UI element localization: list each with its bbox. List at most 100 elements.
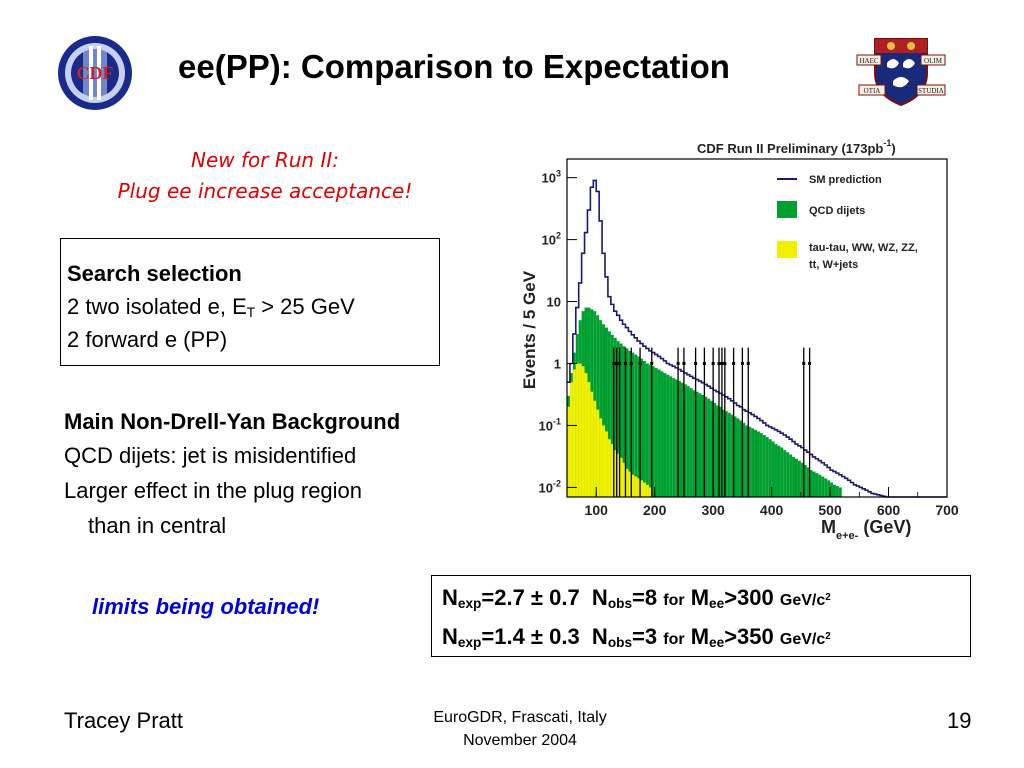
qcd-bar — [786, 452, 790, 497]
nexp-value: =1.4 ± 0.3 — [481, 624, 580, 649]
legend-qcd-label: QCD dijets — [809, 205, 865, 217]
qcd-bar — [719, 406, 722, 497]
x-tick-label: 600 — [877, 502, 901, 518]
qcd-bar — [602, 324, 605, 497]
qcd-bar — [757, 431, 760, 497]
qcd-bar — [683, 384, 687, 497]
results-row: Nexp=1.4 ± 0.3 Nobs=3 for Mee>350 GeV/c2 — [442, 619, 970, 658]
unit: GeV/c2 — [780, 592, 831, 609]
ew-bar — [645, 484, 649, 497]
search-selection-box: Search selection 2 two isolated e, ET > … — [60, 238, 440, 366]
qcd-bar — [701, 395, 705, 497]
subtitle: New for Run II: Plug ee increase accepta… — [60, 145, 470, 207]
search-line1-sub: T — [246, 305, 256, 321]
y-tick-label: 10-2 — [539, 478, 561, 495]
qcd-bar — [809, 470, 813, 497]
unit-text: GeV/c — [779, 592, 826, 609]
data-point — [723, 362, 727, 366]
qcd-bar — [616, 341, 620, 497]
background-line-3: than in central — [88, 513, 227, 538]
x-axis-label: Me+e- (GeV) — [821, 517, 911, 542]
ew-bar — [610, 444, 614, 497]
qcd-bar — [704, 396, 708, 497]
qcd-bar — [610, 334, 614, 497]
data-point — [694, 362, 698, 366]
legend-ew-label-2: tt, W+jets — [809, 259, 858, 271]
university-crest-icon: HAEC OLIM OTIA STUDIA — [856, 38, 946, 107]
ew-bar — [581, 366, 585, 497]
search-selection-line-2: 2 forward e (PP) — [67, 327, 228, 352]
mass-sub: ee — [709, 596, 725, 612]
ew-bar — [569, 382, 573, 497]
data-point — [623, 362, 627, 366]
ew-bar — [640, 480, 643, 497]
ew-bar — [631, 474, 635, 497]
y-tick-label: 102 — [542, 231, 561, 248]
qcd-bar — [754, 429, 757, 497]
unit-text: GeV/c — [779, 631, 826, 648]
qcd-bar — [803, 464, 807, 497]
ew-bar — [648, 487, 652, 497]
qcd-bar — [733, 416, 737, 497]
qcd-bar — [692, 390, 696, 497]
qcd-bar — [780, 447, 784, 497]
data-point — [717, 362, 721, 366]
footer-venue-line-1: EuroGDR, Frascati, Italy — [433, 709, 607, 726]
qcd-bar — [678, 381, 681, 497]
qcd-bar — [643, 360, 646, 497]
qcd-bar — [707, 398, 711, 497]
qcd-bar — [800, 462, 804, 497]
qcd-bar — [765, 437, 769, 497]
qcd-bar — [660, 371, 664, 497]
footer-author: Tracey Pratt — [64, 708, 183, 733]
qcd-bar — [651, 366, 655, 497]
qcd-bar — [742, 422, 746, 497]
qcd-bar — [777, 445, 781, 497]
x-tick-label: 400 — [760, 502, 784, 518]
qcd-bar — [695, 391, 699, 497]
qcd-bar — [835, 486, 839, 497]
legend-sm-label: SM prediction — [809, 174, 882, 186]
ew-bar — [605, 431, 608, 497]
qcd-bar — [768, 439, 772, 497]
results-row: Nexp=2.7 ± 0.7 Nobs=8 for Mee>300 GeV/c2 — [442, 580, 970, 619]
nexp-sub: exp — [457, 635, 482, 651]
qcd-bar — [721, 409, 725, 497]
qcd-bar — [689, 388, 693, 497]
footer-venue-line-2: November 2004 — [463, 732, 577, 749]
qcd-bar — [818, 474, 822, 497]
mass-symbol: M — [690, 624, 710, 649]
x-tick-label: 500 — [818, 502, 842, 518]
y-tick-label: 1 — [554, 357, 561, 372]
ew-bar — [616, 453, 620, 497]
qcd-bar — [716, 405, 719, 497]
nobs-symbol: N — [591, 624, 608, 649]
ew-bar — [567, 406, 570, 497]
nobs-symbol: N — [591, 585, 608, 610]
ew-bar — [622, 462, 626, 497]
qcd-bar — [736, 418, 740, 497]
qcd-bar — [648, 364, 652, 497]
ew-bar — [587, 382, 591, 497]
footer-venue: EuroGDR, Frascati, Italy November 2004 — [380, 706, 660, 752]
nexp-symbol: N — [442, 624, 458, 649]
qcd-bar — [748, 426, 752, 497]
ew-bar — [613, 450, 617, 497]
ew-bar — [619, 457, 623, 497]
nexp-symbol: N — [442, 585, 458, 610]
qcd-bar — [771, 441, 775, 497]
qcd-bar — [607, 331, 611, 497]
data-point — [746, 362, 750, 366]
x-tick-label: 300 — [701, 502, 725, 518]
ew-bar — [599, 418, 603, 497]
qcd-bar — [672, 378, 676, 497]
data-point — [711, 362, 715, 366]
ew-bar — [602, 425, 605, 497]
chart-title: CDF Run II Preliminary (173pb-1) — [697, 138, 896, 156]
results-box: Nexp=2.7 ± 0.7 Nobs=8 for Mee>300 GeV/c2… — [431, 575, 971, 657]
qcd-bar — [619, 343, 623, 497]
qcd-bar — [827, 480, 831, 497]
nexp-value: =2.7 ± 0.7 — [481, 585, 580, 610]
qcd-bar — [698, 393, 702, 497]
background-line-1: QCD dijets: jet is misidentified — [64, 443, 357, 468]
